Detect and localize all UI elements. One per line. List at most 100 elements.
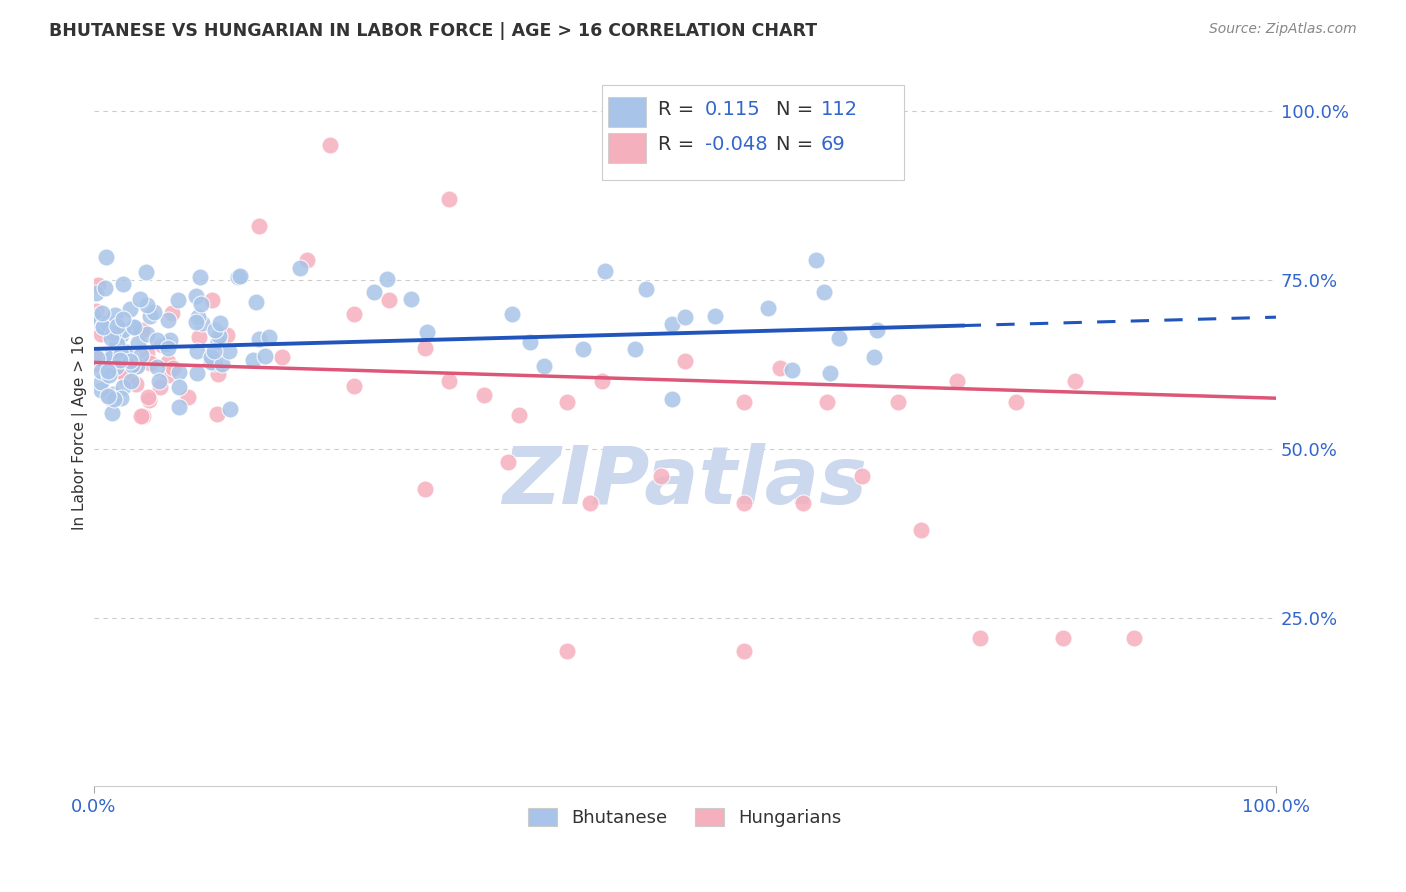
Y-axis label: In Labor Force | Age > 16: In Labor Force | Age > 16: [72, 334, 89, 530]
Point: [169, 365, 191, 379]
Point: [249, 219, 271, 233]
Point: [399, 293, 422, 307]
Point: [115, 345, 138, 359]
Point: [591, 374, 613, 388]
Point: [184, 289, 207, 303]
Point: [191, 316, 214, 330]
Point: [157, 368, 180, 382]
Point: [863, 351, 886, 365]
Point: [110, 364, 132, 378]
Point: [157, 312, 180, 326]
Point: [186, 366, 208, 380]
Point: [103, 387, 125, 401]
Text: R =: R =: [658, 136, 700, 154]
Point: [87, 278, 110, 293]
Point: [184, 315, 207, 329]
Point: [200, 355, 222, 369]
Point: [129, 293, 152, 307]
Point: [155, 336, 177, 351]
Point: [112, 379, 135, 393]
Text: Source: ZipAtlas.com: Source: ZipAtlas.com: [1209, 22, 1357, 37]
Point: [661, 317, 683, 331]
Point: [1005, 394, 1028, 409]
Point: [111, 277, 134, 291]
Point: [108, 353, 131, 368]
Point: [187, 310, 209, 325]
Point: [375, 272, 398, 286]
Point: [207, 334, 229, 349]
Point: [127, 335, 149, 350]
Point: [104, 308, 127, 322]
Point: [650, 468, 672, 483]
Point: [202, 356, 225, 370]
Point: [135, 346, 157, 360]
Point: [703, 309, 725, 323]
Point: [132, 409, 155, 424]
Text: N =: N =: [776, 100, 820, 119]
Point: [579, 496, 602, 510]
Point: [813, 285, 835, 300]
Point: [84, 357, 107, 371]
Point: [190, 297, 212, 311]
Point: [104, 360, 127, 375]
Point: [101, 406, 124, 420]
Text: ZIPatlas: ZIPatlas: [502, 442, 868, 521]
Point: [218, 343, 240, 358]
Point: [413, 341, 436, 355]
Point: [186, 344, 208, 359]
Point: [211, 357, 233, 371]
Text: BHUTANESE VS HUNGARIAN IN LABOR FORCE | AGE > 16 CORRELATION CHART: BHUTANESE VS HUNGARIAN IN LABOR FORCE | …: [49, 22, 817, 40]
Point: [733, 394, 755, 409]
Point: [217, 328, 239, 343]
Point: [226, 270, 249, 285]
Point: [90, 326, 112, 341]
Text: N =: N =: [776, 136, 820, 154]
Text: 112: 112: [821, 100, 858, 119]
Point: [90, 364, 112, 378]
Point: [84, 285, 107, 300]
Point: [107, 351, 129, 365]
Point: [733, 644, 755, 658]
Point: [851, 468, 873, 483]
Point: [533, 359, 555, 373]
Point: [733, 496, 755, 510]
Point: [118, 301, 141, 316]
Point: [319, 138, 342, 153]
Point: [98, 368, 121, 383]
Point: [112, 345, 135, 359]
Point: [136, 298, 159, 312]
Point: [218, 401, 240, 416]
Point: [1052, 631, 1074, 645]
Point: [107, 318, 129, 333]
Point: [886, 394, 908, 409]
Point: [828, 331, 851, 345]
Point: [343, 307, 366, 321]
Point: [780, 363, 803, 377]
Point: [207, 407, 229, 421]
Point: [865, 323, 887, 337]
Point: [416, 326, 439, 340]
Point: [101, 326, 124, 340]
Point: [167, 401, 190, 415]
Point: [508, 408, 530, 422]
Bar: [602, 85, 904, 180]
Text: R =: R =: [658, 100, 700, 119]
Point: [138, 392, 160, 407]
Point: [94, 281, 117, 295]
Point: [101, 346, 124, 360]
Point: [257, 330, 280, 344]
Point: [84, 318, 107, 332]
Point: [139, 356, 162, 370]
Point: [124, 359, 146, 373]
Point: [159, 333, 181, 347]
Point: [100, 351, 122, 366]
Point: [496, 455, 519, 469]
Point: [124, 376, 146, 391]
Point: [969, 631, 991, 645]
Point: [673, 354, 696, 368]
Point: [148, 374, 170, 388]
Bar: [609, 97, 645, 127]
Text: 69: 69: [821, 136, 845, 154]
Point: [187, 330, 209, 344]
Point: [253, 349, 276, 363]
